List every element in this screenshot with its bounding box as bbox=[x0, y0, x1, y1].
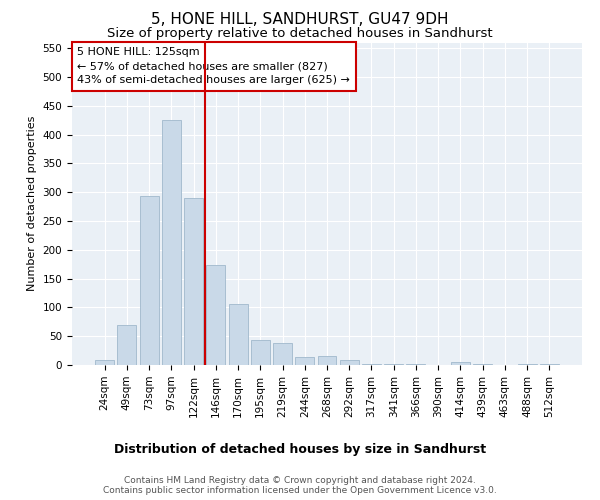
Bar bbox=[140, 196, 158, 365]
Bar bbox=[229, 304, 248, 365]
Bar bbox=[273, 343, 292, 365]
Text: Distribution of detached houses by size in Sandhurst: Distribution of detached houses by size … bbox=[114, 442, 486, 456]
Bar bbox=[451, 362, 470, 365]
Bar bbox=[406, 364, 425, 365]
Y-axis label: Number of detached properties: Number of detached properties bbox=[27, 116, 37, 292]
Bar bbox=[184, 198, 203, 365]
Bar bbox=[162, 120, 181, 365]
Bar bbox=[295, 357, 314, 365]
Text: 5, HONE HILL, SANDHURST, GU47 9DH: 5, HONE HILL, SANDHURST, GU47 9DH bbox=[151, 12, 449, 28]
Bar bbox=[540, 364, 559, 365]
Bar bbox=[251, 340, 270, 365]
Text: Contains HM Land Registry data © Crown copyright and database right 2024.: Contains HM Land Registry data © Crown c… bbox=[124, 476, 476, 485]
Bar bbox=[317, 356, 337, 365]
Bar bbox=[340, 360, 359, 365]
Bar bbox=[95, 360, 114, 365]
Text: 5 HONE HILL: 125sqm
← 57% of detached houses are smaller (827)
43% of semi-detac: 5 HONE HILL: 125sqm ← 57% of detached ho… bbox=[77, 48, 350, 86]
Bar bbox=[362, 364, 381, 365]
Text: Size of property relative to detached houses in Sandhurst: Size of property relative to detached ho… bbox=[107, 28, 493, 40]
Text: Contains public sector information licensed under the Open Government Licence v3: Contains public sector information licen… bbox=[103, 486, 497, 495]
Bar bbox=[518, 364, 536, 365]
Bar bbox=[473, 364, 492, 365]
Bar bbox=[206, 266, 225, 365]
Bar bbox=[384, 364, 403, 365]
Bar bbox=[118, 324, 136, 365]
